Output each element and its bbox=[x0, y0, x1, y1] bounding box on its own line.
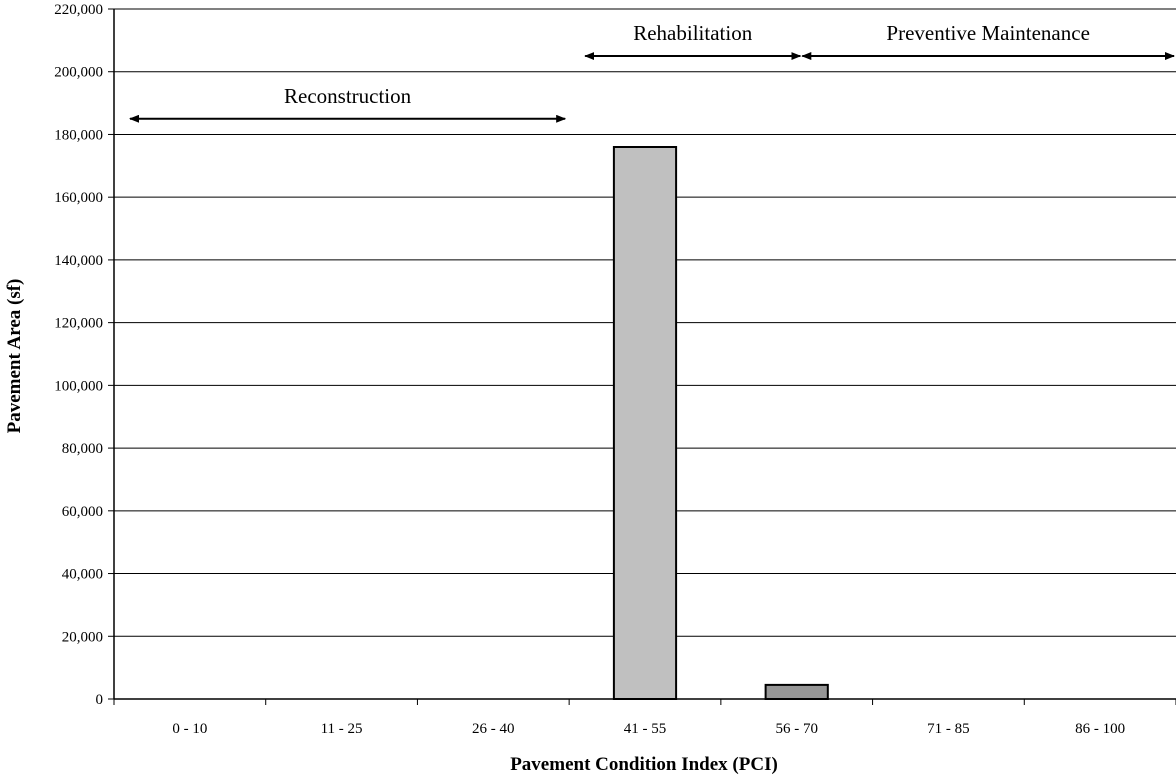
x-axis-title: Pavement Condition Index (PCI) bbox=[510, 754, 778, 775]
annotations: Reconstruction Rehabilitation Preventive M… bbox=[129, 21, 1175, 123]
y-tick-label: 40,000 bbox=[62, 567, 103, 583]
y-tick-label: 180,000 bbox=[54, 127, 103, 143]
x-tick-label: 0 - 10 bbox=[172, 721, 207, 737]
range-label: Rehabilitation bbox=[633, 21, 752, 45]
y-tick-label: 160,000 bbox=[54, 190, 103, 206]
y-tick-label: 120,000 bbox=[54, 316, 103, 332]
axes bbox=[108, 8, 1176, 705]
y-tick-label: 140,000 bbox=[54, 253, 103, 269]
y-tick-label: 80,000 bbox=[62, 441, 103, 457]
y-tick-label: 20,000 bbox=[62, 629, 103, 645]
bar bbox=[764, 683, 829, 700]
y-tick-label: 100,000 bbox=[54, 378, 103, 394]
range-label: Preventive Maintenance bbox=[886, 21, 1090, 45]
tick-labels: 0 20,000 40,000 60,000 80,000 100,000 120,000 1… bbox=[54, 2, 1125, 737]
y-tick-label: 0 bbox=[96, 692, 104, 708]
x-tick-label: 71 - 85 bbox=[927, 721, 970, 737]
x-tick-label: 11 - 25 bbox=[321, 721, 363, 737]
bar bbox=[612, 146, 678, 700]
x-tick-label: 86 - 100 bbox=[1075, 721, 1125, 737]
y-tick-label: 220,000 bbox=[54, 2, 103, 18]
x-tick-label: 26 - 40 bbox=[472, 721, 515, 737]
x-tick-label: 56 - 70 bbox=[775, 721, 818, 737]
range-label: Reconstruction bbox=[284, 84, 412, 108]
x-tick-label: 41 - 55 bbox=[624, 721, 667, 737]
y-tick-label: 200,000 bbox=[54, 65, 103, 81]
bars bbox=[612, 146, 829, 700]
y-tick-label: 60,000 bbox=[62, 504, 103, 520]
y-axis-title: Pavement Area (sf) bbox=[4, 279, 25, 434]
